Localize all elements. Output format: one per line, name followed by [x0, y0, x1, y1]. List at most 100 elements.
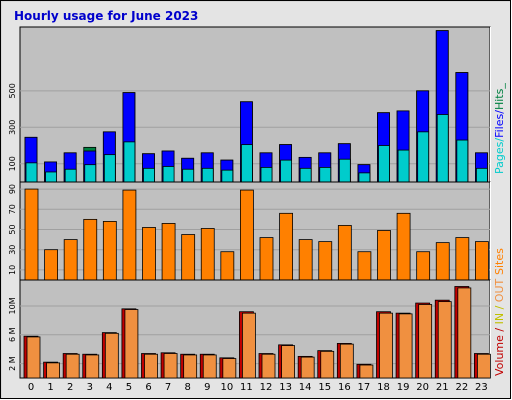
- sites-bar: [435, 242, 450, 281]
- x-tick-label: 10: [220, 382, 233, 393]
- pages-bar: [397, 149, 410, 183]
- legend-sep3: /: [493, 324, 506, 335]
- x-tick-label: 6: [145, 382, 151, 393]
- x-tick-label: 1: [47, 382, 53, 393]
- panel-sites: 10 30 50 70 90: [8, 181, 491, 281]
- legend-sep2: /: [493, 110, 506, 114]
- out-bar: [124, 309, 139, 379]
- pages-bar: [64, 168, 77, 183]
- y-tick-label: 6 M: [8, 327, 17, 342]
- pages-bar: [299, 167, 312, 183]
- x-tick-label: 4: [106, 382, 112, 393]
- x-tick-label: 12: [260, 382, 273, 393]
- pages-bar: [417, 131, 430, 183]
- x-tick-label: 22: [455, 382, 468, 393]
- legend-in: IN: [493, 313, 506, 324]
- legend-sep1: /: [493, 138, 506, 142]
- panel-volume: 2 M 6 M 10M: [8, 279, 491, 379]
- pages-bar: [45, 171, 57, 183]
- x-tick-label: 23: [475, 382, 488, 393]
- pages-bar: [221, 169, 234, 183]
- pages-bar: [280, 159, 292, 183]
- out-bar: [222, 358, 237, 379]
- sites-bar: [240, 189, 254, 281]
- y-tick-label: 500: [8, 83, 17, 98]
- x-tick-label: 11: [240, 382, 253, 393]
- out-bar: [183, 354, 198, 379]
- y-tick-label: 2 M: [8, 356, 17, 371]
- out-bar: [379, 312, 393, 379]
- legend-middle: Sites: [493, 248, 506, 275]
- sites-bar: [298, 239, 313, 281]
- panel-hits-files-pages: 100 300 500: [8, 26, 491, 183]
- out-bar: [26, 336, 41, 379]
- sites-bar: [259, 237, 274, 281]
- x-tick-label: 13: [279, 382, 292, 393]
- sites-bar: [416, 251, 431, 281]
- x-tick-label: 5: [126, 382, 132, 393]
- sites-bar: [24, 188, 39, 281]
- out-bar: [320, 350, 335, 379]
- pages-bar: [143, 167, 155, 183]
- x-tick-label: 3: [87, 382, 93, 393]
- y-tick-label: 70: [8, 204, 17, 214]
- out-bar: [144, 353, 158, 379]
- out-bar: [202, 354, 217, 379]
- sites-bar: [279, 212, 293, 281]
- y-tick-label: 100: [8, 156, 17, 171]
- out-bar: [437, 301, 452, 379]
- x-tick-label: 18: [377, 382, 390, 393]
- x-tick-label: 14: [299, 382, 312, 393]
- sites-bar: [220, 251, 235, 281]
- x-tick-label: 2: [67, 382, 73, 393]
- pages-bar: [25, 162, 38, 183]
- sites-bar: [200, 228, 215, 281]
- pages-bar: [436, 114, 449, 183]
- out-bar: [104, 332, 119, 379]
- pages-bar: [182, 168, 195, 183]
- legend-files: Files: [493, 113, 506, 137]
- sites-bar: [161, 223, 176, 281]
- out-bar: [46, 362, 60, 379]
- sites-bar: [83, 218, 98, 281]
- pages-bar: [84, 164, 97, 183]
- pages-bar: [201, 167, 214, 183]
- out-bar: [398, 313, 413, 379]
- pages-bar: [123, 141, 136, 183]
- sites-bar: [396, 212, 411, 281]
- x-tick-label: 9: [204, 382, 210, 393]
- pages-bar: [378, 145, 390, 183]
- sites-bar: [181, 234, 196, 281]
- out-bar: [457, 287, 472, 379]
- x-tick-label: 20: [416, 382, 429, 393]
- x-tick-label: 7: [165, 382, 171, 393]
- out-bar: [261, 353, 276, 379]
- x-tick-label: 15: [318, 382, 331, 393]
- sites-bar: [357, 251, 372, 281]
- sites-bar: [455, 237, 470, 281]
- out-bar: [339, 343, 354, 379]
- pages-bar: [476, 167, 488, 183]
- x-tick-label: 8: [184, 382, 190, 393]
- y-tick-label: 90: [8, 184, 17, 194]
- legend-top: Pages/Files/Hits_: [493, 83, 506, 174]
- sites-bar: [377, 230, 391, 281]
- out-bar: [65, 353, 80, 379]
- pages-bar: [103, 154, 116, 183]
- legend-sep4: /: [493, 302, 506, 313]
- pages-bar: [260, 167, 273, 183]
- out-bar: [242, 312, 256, 379]
- chart-title: Hourly usage for June 2023: [14, 9, 198, 23]
- legend-hits: Hits_: [493, 83, 506, 110]
- out-bar: [300, 356, 315, 379]
- pages-bar: [456, 139, 469, 183]
- legend-bottom: Volume / IN / OUT: [493, 278, 506, 376]
- legend-out: OUT: [493, 278, 506, 302]
- sites-bar: [318, 241, 333, 281]
- legend-pages: Pages: [493, 141, 506, 174]
- x-tick-label: 21: [436, 382, 449, 393]
- pages-bar: [319, 167, 332, 183]
- out-bar: [281, 345, 295, 379]
- x-tick-label: 17: [358, 382, 371, 393]
